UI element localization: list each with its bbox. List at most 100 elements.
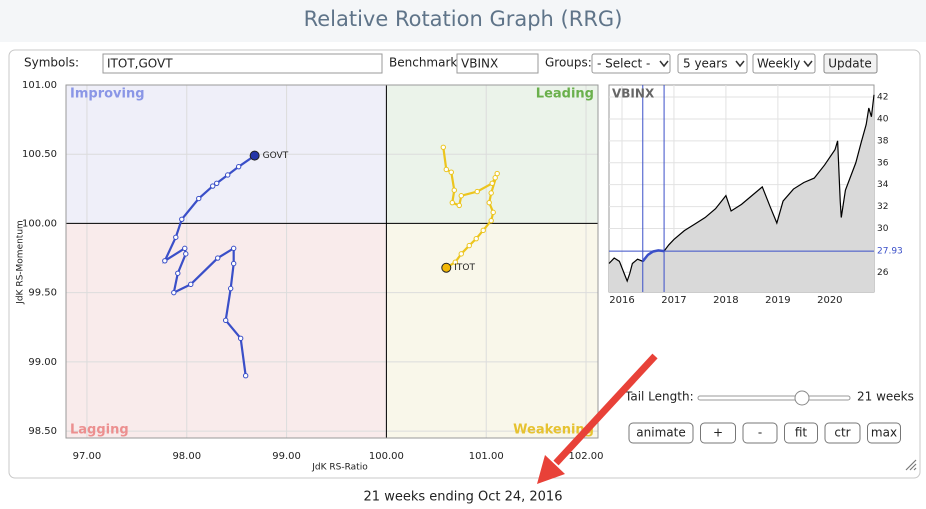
y-axis-label: JdK RS-Momentum (16, 220, 26, 305)
tail-point (188, 281, 194, 288)
x-tick-label: 2018 (713, 295, 738, 306)
tail-point (492, 175, 498, 181)
frequency-value[interactable]: Weekly (757, 57, 800, 71)
x-tick-label: 102.00 (569, 451, 604, 462)
footer-caption: 21 weeks ending Oct 24, 2016 (364, 490, 563, 505)
tail-point (458, 251, 464, 257)
select-arrows (659, 60, 813, 68)
tail-point (196, 195, 202, 202)
tail-point (486, 199, 492, 206)
y-tick-label: 32 (877, 202, 888, 212)
period-select[interactable] (677, 53, 748, 74)
current-value-label: 27.93 (877, 247, 903, 257)
y-tick-label: 40 (877, 114, 889, 124)
button-label[interactable]: + (713, 426, 723, 440)
x-tick-label: 101.00 (469, 451, 504, 462)
series-label: ITOT (454, 263, 475, 273)
tail-slider-thumb[interactable] (794, 390, 810, 406)
button[interactable] (867, 422, 901, 444)
x-tick-label: 98.00 (172, 451, 201, 462)
tail-point (494, 170, 500, 177)
page-title: Relative Rotation Graph (RRG) (304, 7, 623, 31)
button[interactable] (824, 422, 861, 444)
tail-length-value: 21 weeks (857, 390, 914, 404)
x-tick-label: 99.00 (272, 451, 301, 462)
button-label[interactable]: max (871, 426, 897, 440)
button-row: animate + - fit ctr max (628, 422, 901, 444)
benchmark-value[interactable]: VBINX (461, 57, 498, 71)
tail-point (230, 245, 237, 252)
x-tick-label: 2019 (765, 295, 790, 306)
button-label[interactable]: animate (636, 426, 685, 440)
tail-point (162, 258, 168, 264)
groups-label: Groups: (545, 56, 592, 70)
button-label[interactable]: - (758, 426, 762, 440)
symbols-value[interactable]: ITOT,GOVT (107, 57, 173, 71)
price-title: VBINX (612, 87, 655, 101)
plot-frame (65, 84, 599, 439)
x-tick-label: 2017 (661, 295, 686, 306)
button-label[interactable]: fit (795, 426, 808, 440)
tail-point (242, 373, 249, 379)
quadrant (66, 223, 387, 438)
tail-point (237, 335, 244, 342)
tail-point (451, 187, 457, 193)
rrg-chart: 97.00 98.00 99.00 100.00 101.00 102.00 98.50 99… (16, 80, 604, 473)
groups-value[interactable]: - Select - (597, 57, 650, 71)
header-bar (0, 0, 926, 42)
tail-point (214, 180, 220, 186)
button[interactable] (742, 422, 778, 444)
tail-point (456, 202, 462, 209)
frequency-select[interactable] (752, 53, 816, 74)
symbols-label: Symbols: (24, 56, 79, 70)
benchmark-input[interactable] (456, 53, 539, 74)
tail-point (488, 190, 494, 196)
x-tick-label: 97.00 (73, 451, 102, 462)
symbols-input[interactable] (102, 53, 383, 74)
y-tick-label: 30 (877, 224, 889, 234)
tail-point (488, 217, 494, 224)
benchmark-label: Benchmark: (389, 56, 461, 70)
quadrant-label: Weakening (513, 423, 594, 438)
tail-point (210, 183, 216, 189)
tail-point (215, 255, 221, 261)
tail-head (441, 262, 452, 273)
series-label: GOVT (263, 151, 289, 161)
tail-point (227, 285, 234, 292)
button[interactable] (700, 422, 736, 444)
y-tick-label: 101.00 (22, 80, 57, 91)
tail-point (179, 216, 185, 222)
tail-point (173, 234, 179, 240)
tail-point (171, 289, 177, 296)
tail-slider-track[interactable] (697, 395, 851, 401)
tail-point (452, 259, 458, 265)
button[interactable] (784, 422, 818, 444)
quadrant-label: Leading (536, 87, 594, 102)
price-area (609, 94, 874, 292)
tail-head (249, 150, 260, 161)
y-tick-label: 100.00 (22, 218, 57, 229)
x-tick-label: 2020 (817, 295, 842, 306)
price-line (608, 94, 875, 283)
update-label[interactable]: Update (828, 57, 871, 71)
update-button[interactable] (823, 53, 878, 74)
tail-point (230, 260, 237, 267)
tail-point (473, 235, 479, 242)
y-tick-label: 99.50 (28, 288, 57, 299)
resize-grip (905, 459, 917, 471)
x-tick-label: 2016 (609, 295, 634, 306)
y-tick-label: 42 (877, 93, 888, 103)
tail-point (175, 270, 181, 276)
y-tick-label: 26 (877, 268, 889, 278)
x-axis-label: JdK RS-Ratio (311, 463, 368, 473)
tail-point (182, 245, 188, 252)
button[interactable] (628, 422, 694, 444)
groups-select[interactable] (591, 53, 671, 74)
period-value[interactable]: 5 years (683, 57, 727, 71)
price-chart: 2016 2017 2018 2019 2020 26 30 32 34 36 38 40 42 27.9… (608, 84, 903, 306)
button-label[interactable]: ctr (834, 426, 850, 440)
tail-point (474, 188, 480, 195)
tail-point (466, 242, 472, 249)
